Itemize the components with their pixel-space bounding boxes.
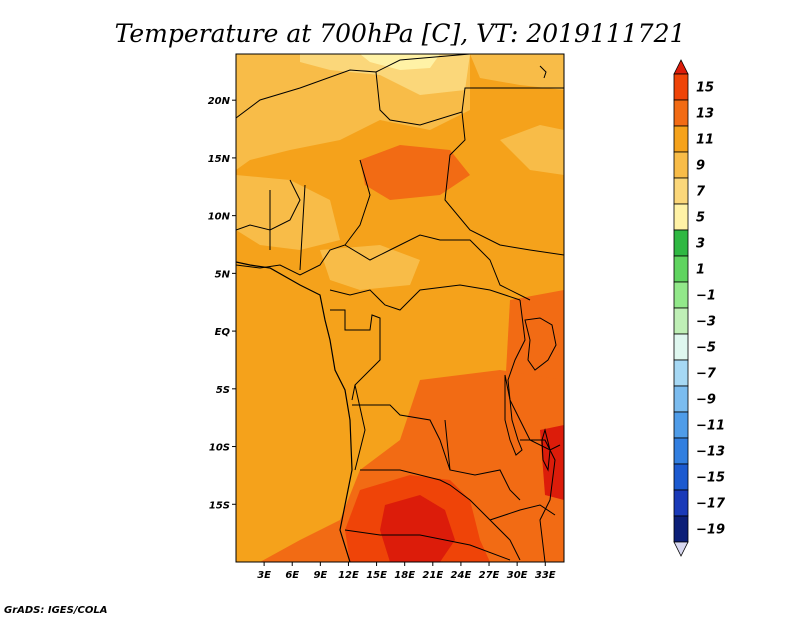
lon-tick-label: 6E	[285, 570, 299, 581]
field-region-15-south	[380, 495, 455, 562]
colorbar-box	[673, 307, 689, 335]
colorbar-label: −3	[696, 315, 716, 330]
lat-tick-label: 10S	[209, 443, 230, 454]
colorbar-box	[673, 489, 689, 517]
colorbar-label: −19	[696, 523, 725, 538]
colorbar-box	[673, 255, 689, 283]
lat-tick-label: 5S	[216, 385, 230, 396]
lon-tick-label: 18E	[394, 570, 415, 581]
colorbar-top-arrow	[673, 59, 689, 75]
colorbar-box	[673, 463, 689, 491]
lat-tick-label: EQ	[215, 327, 231, 338]
colorbar-box	[673, 359, 689, 387]
chart-title: Temperature at 700hPa [C], VT: 201911172…	[115, 19, 686, 48]
colorbar-bottom-arrow	[673, 541, 689, 557]
lon-tick-label: 33E	[535, 570, 556, 581]
lat-tick-label: 15N	[208, 154, 231, 165]
longitude-axis: 3E 6E 9E 12E 15E 18E 21E 24E 27E 30E 33E	[257, 562, 556, 581]
coast-detail	[539, 65, 547, 79]
lake-victoria	[524, 317, 557, 371]
field-region-15-east	[540, 425, 564, 500]
latitude-axis: 20N 15N 10N 5N EQ 5S 10S 15S	[208, 96, 236, 511]
colorbar-label: −5	[696, 341, 716, 356]
lon-tick-label: 9E	[313, 570, 327, 581]
field-region-7-west	[236, 175, 340, 250]
colorbar-box	[673, 203, 689, 231]
colorbar-label: 9	[696, 159, 705, 174]
colorbar-label: 15	[696, 81, 714, 96]
colorbar-box	[673, 125, 689, 153]
colorbar-box	[673, 177, 689, 205]
lon-tick-label: 3E	[257, 570, 271, 581]
field-region-7-cameroon	[320, 245, 420, 290]
colorbar-box	[673, 281, 689, 309]
lon-tick-label: 15E	[366, 570, 387, 581]
temperature-field	[236, 54, 564, 562]
colorbar-label: −17	[696, 497, 726, 512]
lon-tick-label: 27E	[479, 570, 500, 581]
colorbar-box	[673, 333, 689, 361]
colorbar-label: 5	[696, 211, 705, 226]
lon-tick-label: 21E	[422, 570, 443, 581]
colorbar-label: −11	[696, 419, 725, 434]
grads-credit: GrADS: IGES/COLA	[4, 605, 107, 616]
lon-tick-label: 30E	[507, 570, 528, 581]
colorbar-label: −9	[696, 393, 716, 408]
colorbar-box	[673, 437, 689, 465]
colorbar-box	[673, 73, 689, 101]
lat-tick-label: 10N	[208, 212, 231, 223]
lon-tick-label: 24E	[451, 570, 472, 581]
colorbar-box	[673, 151, 689, 179]
lat-tick-label: 20N	[208, 96, 231, 107]
field-region-11-chad	[360, 145, 470, 200]
field-region-7-ne	[470, 54, 564, 90]
lon-tick-label: 12E	[338, 570, 359, 581]
colorbar-label: −15	[696, 471, 725, 486]
colorbar-box	[673, 515, 689, 543]
colorbar-label: 1	[696, 263, 705, 278]
coastline	[236, 261, 353, 562]
lake-tanganyika	[504, 374, 523, 456]
field-region-11-south	[260, 370, 564, 562]
colorbar-label: 13	[696, 107, 714, 122]
colorbar-box	[673, 385, 689, 413]
map-frame	[235, 53, 565, 563]
colorbar-box	[673, 411, 689, 439]
lake-malawi	[541, 428, 551, 472]
colorbar-label: 3	[696, 237, 705, 252]
map-panel: 20N 15N 10N 5N EQ 5S 10S 15S 3E 6E 9E 12E 15E 18E 21E…	[208, 53, 565, 581]
colorbar-box	[673, 99, 689, 127]
colorbar-box	[673, 229, 689, 257]
lat-tick-label: 5N	[215, 269, 231, 280]
colorbar-label: −13	[696, 445, 725, 460]
field-region-7-sudan	[500, 125, 564, 175]
colorbar-label: −1	[696, 289, 716, 304]
lat-tick-label: 15S	[209, 500, 230, 511]
colorbar-label: 7	[696, 185, 706, 200]
colorbar-label: −7	[696, 367, 717, 382]
colorbar-label: 11	[696, 133, 714, 148]
colorbar: 15 13 11 9 7 5 3 1 −1 −3 −5 −7 −9 −11 −13 −15 −17 −19	[673, 59, 726, 557]
country-boundaries	[236, 54, 564, 562]
